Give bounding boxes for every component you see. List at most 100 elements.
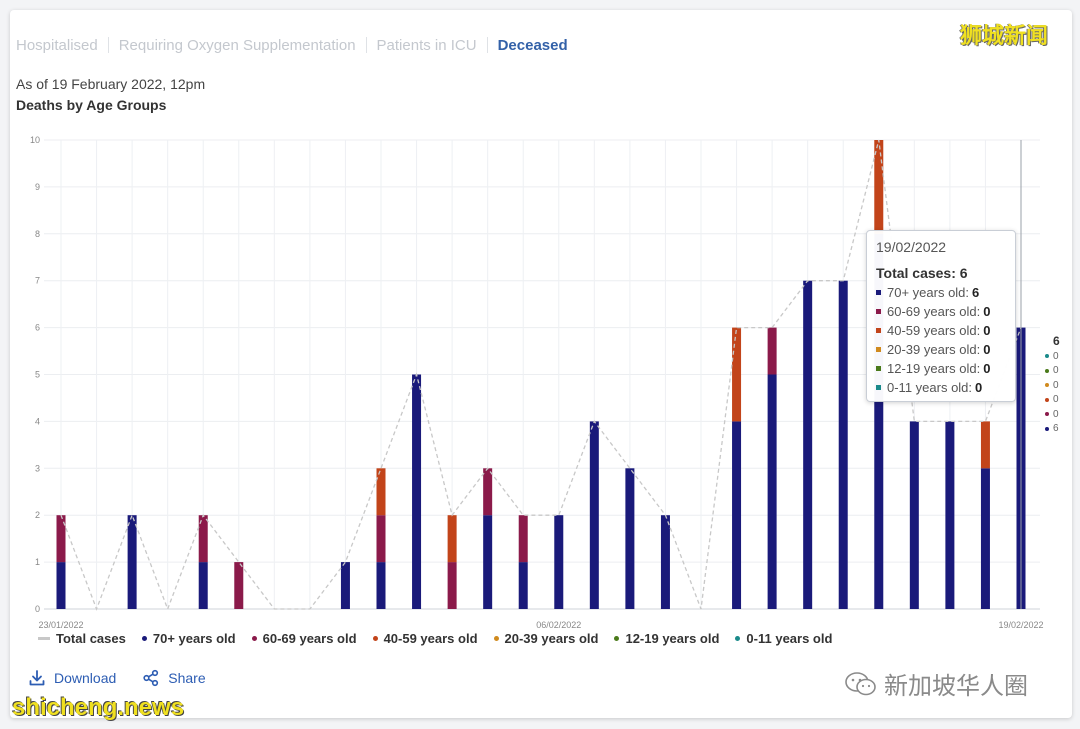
tooltip-row-label: 60-69 years old:	[887, 304, 981, 319]
y-tick-label: 4	[35, 416, 40, 426]
hover-value: 0	[1053, 408, 1059, 420]
legend-dot-marker	[735, 636, 741, 641]
hover-value: 0	[1053, 379, 1059, 391]
tab-requiring-oxygen[interactable]: Requiring Oxygen Supplementation	[118, 36, 356, 54]
y-tick-label: 2	[35, 510, 40, 520]
tab-divider	[107, 37, 109, 53]
bar-segment	[980, 421, 990, 469]
tooltip-row-label: 12-19 years old:	[887, 361, 981, 376]
legend-item-60-69[interactable]: 60-69 years old	[251, 631, 357, 646]
bar-segment	[127, 515, 137, 609]
y-tick-label: 3	[35, 463, 40, 473]
bar-segment	[767, 374, 777, 609]
bar-segment	[234, 562, 244, 609]
tooltip-row-value: 6	[972, 285, 980, 300]
hover-total: 6	[1053, 334, 1060, 348]
legend-item-total-cases[interactable]: Total cases	[38, 631, 126, 646]
bar-segment	[732, 421, 742, 609]
legend-dot-marker	[372, 636, 378, 641]
legend-line-marker	[38, 637, 50, 640]
tooltip-row: 0-11 years old: 0	[876, 378, 1006, 397]
tooltip-total: Total cases: 6	[876, 265, 1006, 281]
bar-segment	[56, 515, 66, 563]
legend-dot-marker	[251, 636, 257, 641]
bar-segment	[945, 421, 955, 609]
hover-value-list: 6 0 0 0 0 0 6	[1045, 334, 1060, 436]
hover-dot	[1045, 368, 1049, 373]
y-tick-label: 7	[35, 276, 40, 286]
legend-label: 0-11 years old	[746, 631, 833, 646]
tooltip-row-value: 0	[983, 304, 991, 319]
legend-label: Total cases	[56, 631, 126, 646]
hover-value: 0	[1053, 365, 1059, 377]
bar-segment	[376, 515, 386, 563]
y-tick-label: 0	[35, 604, 40, 614]
tab-divider	[486, 37, 488, 53]
legend-label: 20-39 years old	[504, 631, 599, 646]
watermark-bottom-left: shicheng.news	[12, 694, 185, 721]
tooltip-swatch	[876, 347, 881, 352]
tooltip-row-value: 0	[983, 342, 991, 357]
tab-patients-in-icu[interactable]: Patients in ICU	[376, 36, 477, 54]
tab-hospitalised[interactable]: Hospitalised	[16, 36, 98, 54]
tooltip-row-value: 0	[975, 380, 983, 395]
tooltip-row: 12-19 years old: 0	[876, 359, 1006, 378]
tooltip-swatch	[876, 290, 881, 295]
bar-segment	[198, 562, 208, 609]
legend-dot-marker	[493, 636, 499, 641]
bar-segment	[340, 562, 350, 609]
tab-deceased[interactable]: Deceased	[497, 36, 568, 54]
hover-value: 0	[1053, 394, 1059, 406]
tooltip-row-label: 0-11 years old:	[887, 380, 973, 395]
legend-item-12-19[interactable]: 12-19 years old	[614, 631, 719, 646]
legend-item-70-plus[interactable]: 70+ years old	[141, 631, 236, 646]
hover-value-row: 0	[1045, 349, 1060, 364]
bar-segment	[447, 515, 457, 563]
chart-tooltip: 19/02/2022 Total cases: 6 70+ years old:…	[866, 230, 1016, 402]
watermark-bottom-right: 新加坡华人圈	[844, 666, 1028, 701]
bar-segment	[376, 562, 386, 609]
tooltip-row: 60-69 years old: 0	[876, 302, 1006, 321]
tooltip-total-value: 6	[959, 265, 968, 281]
legend-dot-marker	[141, 636, 147, 641]
bar-segment	[483, 515, 493, 609]
bar-segment	[376, 468, 386, 516]
tooltip-row-label: 70+ years old:	[887, 285, 970, 300]
metric-tabs: Hospitalised Requiring Oxygen Supplement…	[16, 34, 578, 56]
share-label: Share	[168, 670, 206, 686]
bar-segment	[554, 515, 564, 609]
hover-value-row: 0	[1045, 407, 1060, 422]
legend-item-40-59[interactable]: 40-59 years old	[372, 631, 478, 646]
tooltip-swatch	[876, 309, 881, 314]
tooltip-row: 70+ years old: 6	[876, 283, 1006, 302]
bar-segment	[412, 374, 422, 609]
bar-segment	[625, 468, 635, 609]
chart-title: Deaths by Age Groups	[16, 97, 167, 113]
bar-segment	[518, 562, 528, 609]
bar-segment	[518, 515, 528, 563]
legend-label: 70+ years old	[152, 631, 236, 646]
watermark-top-right: 狮城新闻	[960, 23, 1049, 48]
hover-value-row: 0	[1045, 378, 1060, 393]
download-icon	[29, 670, 45, 686]
share-button[interactable]: Share	[142, 669, 206, 687]
hover-value: 0	[1053, 350, 1059, 362]
legend-item-0-11[interactable]: 0-11 years old	[735, 631, 832, 646]
bar-segment	[874, 140, 884, 234]
download-button[interactable]: Download	[28, 669, 116, 687]
chart-actions: Download Share	[28, 669, 232, 687]
bar-segment	[767, 327, 777, 375]
y-tick-label: 6	[35, 323, 40, 333]
tooltip-total-label: Total cases:	[876, 265, 956, 281]
tab-divider	[365, 37, 367, 53]
hover-value-row: 0	[1045, 393, 1060, 408]
total-cases-line	[60, 139, 1022, 611]
share-icon	[143, 669, 159, 687]
tooltip-row-label: 20-39 years old:	[887, 342, 981, 357]
y-tick-label: 8	[35, 229, 40, 239]
legend-item-20-39[interactable]: 20-39 years old	[493, 631, 599, 646]
tooltip-row: 40-59 years old: 0	[876, 321, 1006, 340]
tooltip-row-value: 0	[983, 323, 991, 338]
x-tick-label: 19/02/2022	[998, 620, 1043, 630]
x-tick-label: 23/01/2022	[38, 620, 83, 630]
